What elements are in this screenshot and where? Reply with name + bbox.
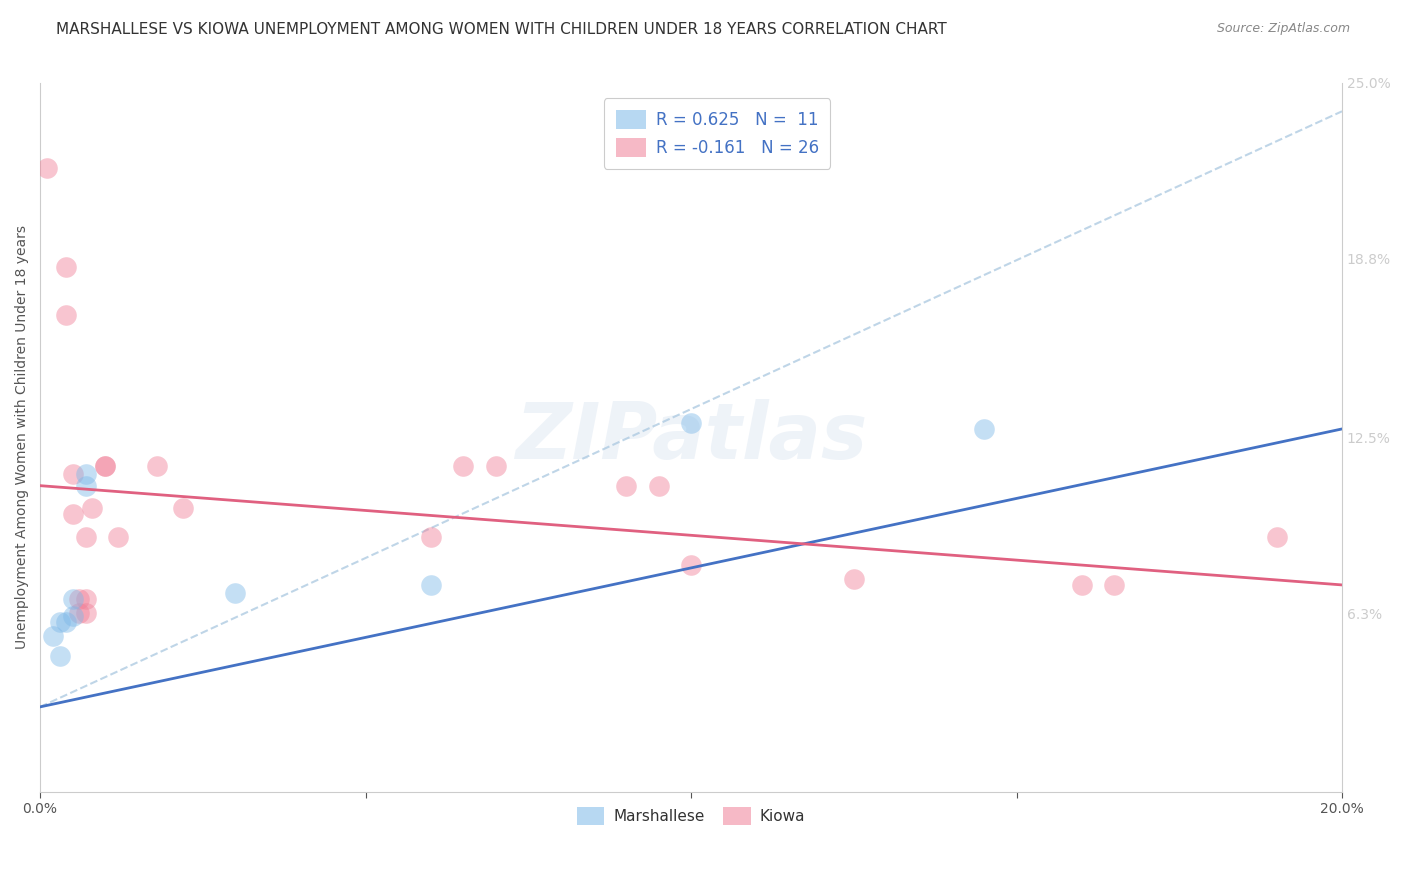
Point	[48, 648, 70, 663]
Point	[146, 458, 169, 473]
Point	[75, 592, 97, 607]
Point	[67, 592, 90, 607]
Point	[48, 615, 70, 629]
Point	[42, 629, 65, 643]
Legend: Marshallese, Kiowa: Marshallese, Kiowa	[568, 798, 814, 834]
Point	[75, 607, 97, 621]
Point	[62, 592, 84, 607]
Point	[1102, 578, 1125, 592]
Point	[681, 417, 703, 431]
Point	[224, 586, 246, 600]
Point	[451, 458, 474, 473]
Point	[647, 478, 669, 492]
Point	[55, 309, 77, 323]
Point	[419, 530, 441, 544]
Text: MARSHALLESE VS KIOWA UNEMPLOYMENT AMONG WOMEN WITH CHILDREN UNDER 18 YEARS CORRE: MARSHALLESE VS KIOWA UNEMPLOYMENT AMONG …	[56, 22, 948, 37]
Point	[94, 458, 117, 473]
Point	[419, 578, 441, 592]
Text: ZIPatlas: ZIPatlas	[515, 400, 868, 475]
Point	[67, 607, 90, 621]
Point	[82, 501, 104, 516]
Y-axis label: Unemployment Among Women with Children Under 18 years: Unemployment Among Women with Children U…	[15, 226, 30, 649]
Point	[1070, 578, 1092, 592]
Point	[55, 260, 77, 275]
Point	[62, 609, 84, 624]
Point	[35, 161, 58, 175]
Point	[75, 478, 97, 492]
Point	[75, 530, 97, 544]
Point	[55, 615, 77, 629]
Point	[94, 458, 117, 473]
Point	[485, 458, 508, 473]
Text: Source: ZipAtlas.com: Source: ZipAtlas.com	[1216, 22, 1350, 36]
Point	[62, 507, 84, 521]
Point	[842, 572, 865, 586]
Point	[107, 530, 129, 544]
Point	[172, 501, 194, 516]
Point	[614, 478, 637, 492]
Point	[75, 467, 97, 482]
Point	[681, 558, 703, 572]
Point	[62, 467, 84, 482]
Point	[973, 422, 995, 436]
Point	[1265, 530, 1288, 544]
